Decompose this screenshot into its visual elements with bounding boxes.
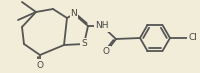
Text: NH: NH (95, 22, 108, 31)
Text: O: O (102, 48, 109, 57)
Text: O: O (36, 61, 43, 69)
Text: Cl: Cl (188, 34, 196, 42)
Text: N: N (70, 9, 77, 18)
Text: S: S (81, 39, 86, 48)
